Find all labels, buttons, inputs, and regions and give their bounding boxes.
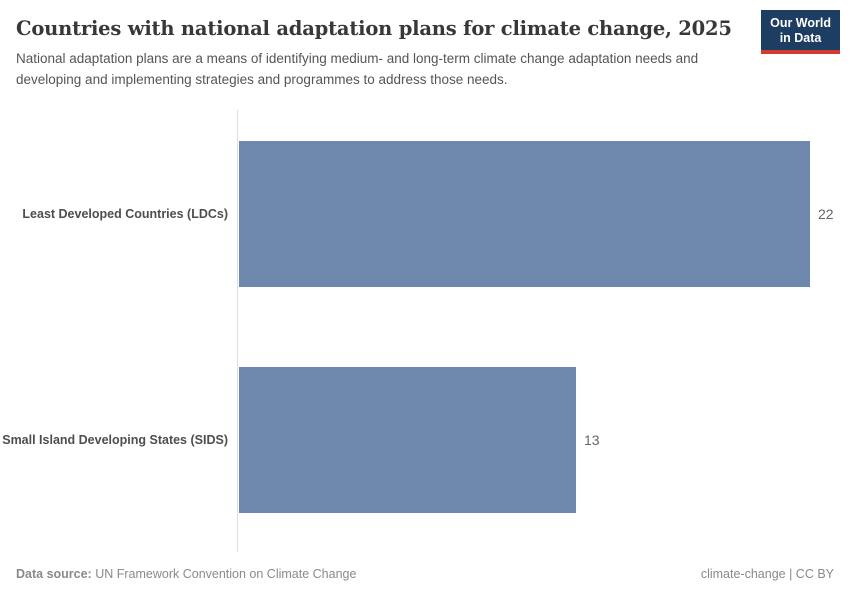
chart-footer: Data source: UN Framework Convention on …	[16, 567, 834, 581]
data-source-label: Data source:	[16, 567, 92, 581]
license-text: climate-change | CC BY	[700, 567, 834, 581]
owid-logo: Our World in Data	[761, 10, 840, 54]
bar-chart: Least Developed Countries (LDCs) 22 Small …	[0, 110, 850, 555]
page-title: Countries with national adaptation plans…	[16, 17, 732, 40]
y-axis-line	[237, 110, 238, 552]
value-label: 22	[818, 206, 834, 222]
owid-logo-line1: Our World	[770, 16, 831, 30]
bar-row: Small Island Developing States (SIDS) 13	[0, 367, 850, 513]
data-source-text: UN Framework Convention on Climate Chang…	[91, 567, 357, 581]
value-label: 13	[584, 432, 600, 448]
category-label: Small Island Developing States (SIDS)	[2, 432, 228, 447]
bar[interactable]	[239, 141, 810, 287]
chart-subtitle: National adaptation plans are a means of…	[16, 51, 699, 87]
owid-logo-line2: in Data	[779, 31, 822, 45]
bar-row: Least Developed Countries (LDCs) 22	[0, 141, 850, 287]
chart-header: Countries with national adaptation plans…	[0, 0, 850, 110]
bar[interactable]	[239, 367, 576, 513]
data-source: Data source: UN Framework Convention on …	[16, 567, 356, 581]
category-label: Least Developed Countries (LDCs)	[22, 206, 228, 221]
